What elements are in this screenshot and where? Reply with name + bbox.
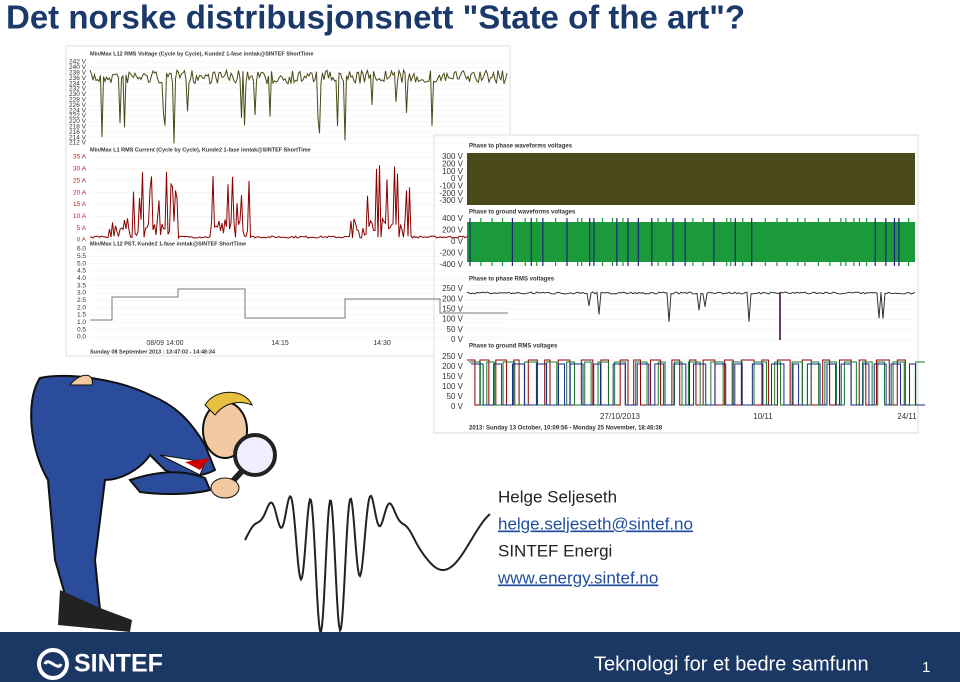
- tick-label: 218 V: [69, 124, 87, 131]
- tick-label: 240 V: [69, 64, 87, 71]
- tick-label: 100 V: [442, 382, 464, 391]
- x-tick-label: 08/09 14:00: [147, 340, 184, 347]
- voltage-trace: [89, 68, 508, 144]
- tick-label: 234 V: [69, 80, 87, 87]
- tick-label: 5.5: [77, 253, 86, 260]
- tick-label: 200 V: [442, 159, 464, 168]
- tick-label: 0 V: [451, 335, 464, 344]
- footer-bar: [0, 632, 960, 682]
- tick-label: 250 V: [442, 284, 464, 293]
- rms-trace: [466, 291, 916, 322]
- tick-label: 232 V: [69, 86, 87, 93]
- tick-label: 0.5: [77, 326, 86, 333]
- panel-title: Phase to ground RMS voltages: [469, 344, 558, 350]
- x-tick-label: 10/11: [753, 412, 773, 421]
- sintef-logo: SINTEF: [37, 648, 163, 680]
- rms-square-trace: [469, 361, 925, 406]
- tick-label: 5 A: [77, 225, 87, 232]
- tick-label: -400 V: [439, 260, 463, 269]
- tick-label: -200 V: [439, 189, 463, 198]
- tick-label: 20 A: [73, 189, 87, 196]
- panel-title: Min/Max L12 RMS Voltage (Cycle by Cycle)…: [90, 51, 313, 57]
- waveform-drawing: [244, 494, 491, 634]
- tick-label: 238 V: [69, 70, 87, 77]
- logo-text: SINTEF: [74, 650, 163, 678]
- waveform-band: [467, 222, 915, 262]
- tick-label: 400 V: [442, 214, 464, 223]
- x-tick-label: 14:15: [271, 340, 289, 347]
- tick-label: 4.5: [77, 268, 86, 275]
- tick-label: 5.0: [77, 260, 86, 267]
- tick-label: 224 V: [69, 107, 87, 114]
- panel-title: Phase to phase RMS voltages: [469, 277, 555, 283]
- tick-label: -100 V: [439, 181, 463, 190]
- tick-label: 30 A: [73, 166, 87, 173]
- tick-label: 0 V: [451, 402, 464, 411]
- tick-label: 150 V: [442, 372, 464, 381]
- tick-label: 242 V: [69, 59, 87, 66]
- tick-label: 200 V: [442, 294, 464, 303]
- tick-label: 226 V: [69, 102, 87, 109]
- panel-title: Min/Max L1 RMS Current (Cycle by Cycle),…: [90, 147, 311, 153]
- tick-label: 220 V: [69, 118, 87, 125]
- tick-label: 300 V: [442, 152, 464, 161]
- panel-title: Phase to ground waveforms voltages: [469, 210, 576, 216]
- tick-label: 1.5: [77, 312, 86, 319]
- tick-label: 216 V: [69, 129, 87, 136]
- tick-label: 15 A: [73, 201, 87, 208]
- tick-label: 212 V: [69, 140, 87, 147]
- tick-label: 200 V: [442, 362, 464, 371]
- tick-label: 250 V: [442, 352, 464, 361]
- tick-label: -200 V: [439, 249, 463, 258]
- tick-label: 6.0: [77, 246, 86, 253]
- tick-label: 236 V: [69, 75, 87, 82]
- tick-label: 4.0: [77, 275, 86, 282]
- tick-label: 50 V: [447, 392, 464, 401]
- tick-label: 0 A: [77, 237, 87, 244]
- rms-square-trace: [471, 363, 925, 406]
- tick-label: -300 V: [439, 196, 463, 205]
- tick-label: 2.0: [77, 304, 86, 311]
- screenshot-footer: Sunday 08 September 2013 : 13:47:02 - 14…: [90, 349, 216, 355]
- tick-label: 100 V: [442, 167, 464, 176]
- x-tick-label: 24/11: [897, 412, 917, 421]
- slide-title: Det norske distribusjonsnett "State of t…: [6, 0, 745, 36]
- tick-label: 1.0: [77, 319, 86, 326]
- tagline: Teknologi for et bedre samfunn: [594, 653, 869, 675]
- tick-label: 0 V: [451, 237, 464, 246]
- tick-label: 150 V: [442, 305, 464, 314]
- panel-title: Phase to phase waveforms voltages: [469, 144, 573, 150]
- contact-web[interactable]: www.energy.sintef.no: [497, 568, 658, 587]
- contact-name: Helge Seljeseth: [498, 487, 617, 506]
- tick-label: 0.0: [77, 334, 86, 341]
- tick-label: 3.5: [77, 282, 86, 289]
- tick-label: 230 V: [69, 91, 87, 98]
- contact-organization: SINTEF Energi: [498, 541, 612, 560]
- tick-label: 10 A: [73, 213, 87, 220]
- tick-label: 100 V: [442, 315, 464, 324]
- tick-label: 0 V: [451, 174, 464, 183]
- tick-label: 214 V: [69, 134, 87, 141]
- tick-label: 3.0: [77, 290, 86, 297]
- tick-label: 25 A: [73, 177, 87, 184]
- x-tick-label: 14:30: [373, 340, 391, 347]
- contact-email[interactable]: helge.seljeseth@sintef.no: [498, 514, 693, 533]
- current-trace: [89, 165, 508, 240]
- tick-label: 50 V: [447, 325, 464, 334]
- rms-square-trace: [467, 359, 918, 406]
- panel-title: Min/Max L12 PST, Kunde2 1-fase inntak@SI…: [90, 241, 246, 247]
- pst-trace: [90, 288, 508, 321]
- tick-label: 222 V: [69, 113, 87, 120]
- waveform-band: [467, 153, 915, 205]
- x-tick-label: 27/10/2013: [600, 412, 641, 421]
- tick-label: 35 A: [73, 154, 87, 161]
- cartoon-man: [30, 374, 277, 632]
- page-number: 1: [922, 659, 930, 676]
- screenshot-footer: 2013: Sunday 13 October, 10:09:56 - Mond…: [469, 426, 663, 432]
- tick-label: 228 V: [69, 97, 87, 104]
- tick-label: 2.5: [77, 297, 86, 304]
- tick-label: 200 V: [442, 226, 464, 235]
